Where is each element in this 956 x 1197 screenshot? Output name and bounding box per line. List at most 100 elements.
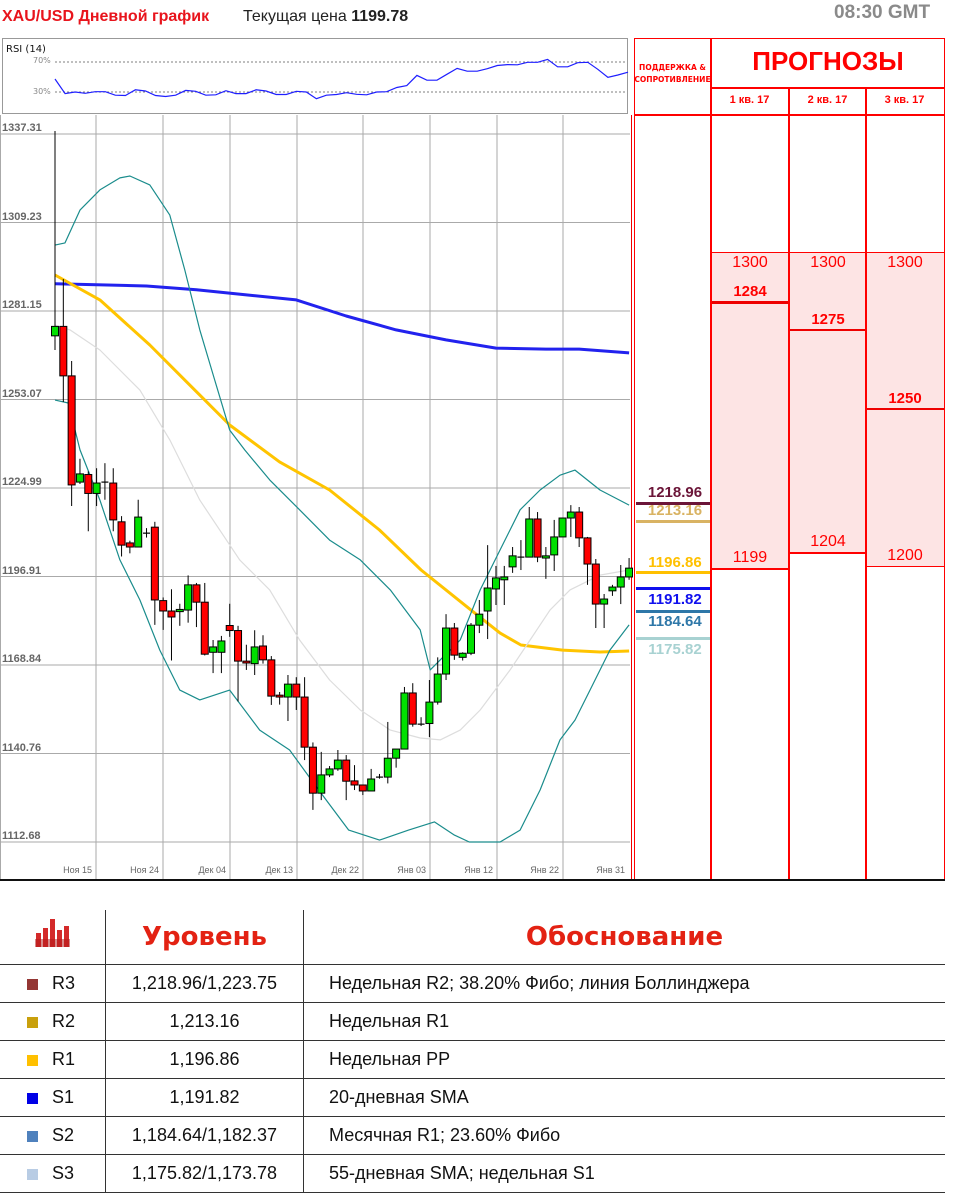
candle-up [566,511,575,519]
candle-down [150,526,159,601]
candle-up [550,536,559,556]
table-row: R3 1,218.96/1,223.75 Недельная R2; 38.20… [0,964,945,1003]
header-reason: Обоснование [525,922,724,952]
sr-level-line [636,501,710,505]
candle-up [558,517,567,538]
candle-down [109,482,118,521]
level-reason: Месячная R1; 23.60% Фибо [303,1116,945,1155]
sr-level-label: 1213.16 [647,502,703,520]
candle-down [200,601,209,655]
candle-down [358,784,367,792]
level-reason: Недельная R1 [303,1002,945,1041]
table-row: S2 1,184.64/1,182.37 Месячная R1; 23.60%… [0,1116,945,1155]
candle-up [175,608,184,613]
candle-down [59,325,68,377]
table-header: Уровень Обоснование [0,910,945,965]
level-color-swatch [27,1130,38,1142]
rsi-line [54,58,629,100]
levels-icon-cell [0,910,106,965]
forecast-line-low [866,565,944,568]
chart-title: XAU/USD Дневной график [2,8,210,25]
level-value: 1,191.82 [105,1078,304,1117]
level-name-cell: R3 [0,964,106,1003]
level-name: R1 [52,1049,76,1069]
y-tick-label: 1253.07 [2,387,42,400]
rsi-label: RSI (14) [6,44,46,55]
time-label: 08:30 GMT [834,2,931,23]
candle-down [591,563,600,605]
y-tick-label: 1337.31 [2,122,42,134]
candle-down [234,630,243,662]
level-reason: Недельная PP [303,1040,945,1079]
candle-up [283,683,292,698]
candle-up [217,640,226,653]
candle-up [92,482,101,494]
forecast-line-low [789,552,867,554]
candle-up [317,774,326,794]
candle-up [491,577,500,590]
level-value: 1,175.82/1,173.78 [105,1154,304,1193]
candle-up [541,555,550,559]
candle-down [583,537,592,565]
table-row: R2 1,213.16 Недельная R1 [0,1002,945,1041]
divider [634,114,945,116]
candle-down [267,659,276,697]
candle-down [67,375,76,486]
candle-down [84,474,93,494]
candle-up [425,701,434,725]
candle-up [600,598,609,605]
quarter-label: 2 кв. 17 [807,94,848,106]
sr-level-line [636,519,710,523]
level-name-cell: R1 [0,1040,106,1079]
candle-up [383,757,392,778]
rsi-tick-30: 30% [33,87,51,96]
candle-up [525,518,534,558]
level-value: 1,218.96/1,223.75 [105,964,304,1003]
sr-title: ПОДДЕРЖКА & СОПРОТИВЛЕНИЕ [634,63,711,84]
forecast-target: 1250 [888,389,922,407]
forecast-zone [711,252,789,570]
level-color-swatch [27,1016,38,1028]
x-tick-label: Янв 12 [464,865,493,875]
forecast-low: 1199 [732,549,768,567]
candle-down [242,660,251,664]
y-tick-label: 1281.15 [2,299,42,311]
quarter-label: 1 кв. 17 [729,94,770,106]
x-tick-label: Янв 22 [530,865,559,875]
level-value: 1,213.16 [105,1002,304,1041]
forecast-target: 1275 [811,310,845,328]
levels-table: Уровень Обоснование R3 1,218.96/1,223.75… [0,910,945,1193]
level-value: 1,196.86 [105,1040,304,1079]
candle-up [625,567,633,578]
forecast-line-mid [789,328,867,332]
sr-level-label: 1175.82 [648,640,702,658]
sr-level-label: 1191.82 [648,590,702,608]
sr-level-line [636,609,710,613]
divider [865,88,867,880]
forecast-line-mid [866,407,944,411]
candle-down [450,627,459,656]
sr-level-label: 1196.86 [648,553,702,571]
level-reason: 20-дневная SMA [303,1078,945,1117]
rsi-tick-70: 70% [33,56,51,65]
candle-up [467,624,475,654]
candle-up [134,516,143,548]
bar-chart-icon [34,918,70,947]
x-tick-label: Янв 03 [397,865,426,875]
candle-up [325,768,334,776]
table-row: S1 1,191.82 20-дневная SMA [0,1078,945,1117]
divider [0,879,945,881]
level-name: S3 [52,1163,75,1183]
forecast-zone [789,252,867,553]
level-reason: 55-дневная SMA; недельная S1 [303,1154,945,1193]
current-price-value: 1199.78 [351,8,409,25]
candle-up [433,673,442,703]
candle-up [75,473,84,483]
level-name: S2 [52,1125,75,1145]
candle-down [225,625,234,632]
candle-down [350,780,359,786]
sr-level-line [636,587,710,591]
forecast-line-low [711,568,789,570]
candle-up [508,555,517,568]
sma-yellow-line [54,273,630,654]
